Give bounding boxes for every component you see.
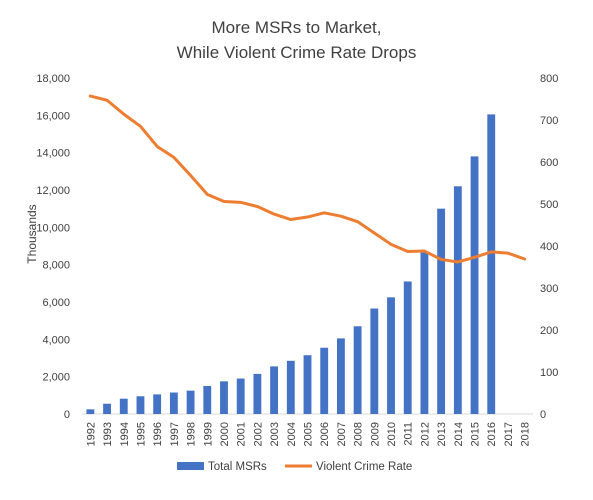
bar: [453, 186, 462, 414]
y-tick-label: 12,000: [36, 185, 70, 197]
y-axis-label: Thousands: [25, 204, 39, 263]
x-tick-label: 1993: [102, 422, 114, 446]
x-tick-label: 1998: [186, 422, 198, 446]
x-tick-label: 2004: [286, 422, 298, 446]
bar: [420, 252, 429, 414]
x-tick-label: 2010: [386, 422, 398, 446]
legend: Total MSRs Violent Crime Rate: [177, 461, 412, 473]
y2-tick-label: 700: [540, 115, 558, 127]
x-tick-label: 2011: [403, 422, 415, 446]
bar: [203, 386, 212, 414]
y-tick-label: 16,000: [36, 110, 70, 122]
bar: [470, 156, 479, 414]
bar: [370, 308, 379, 414]
x-tick-label: 2012: [419, 422, 431, 446]
bar: [103, 403, 111, 414]
y2-tick-label: 0: [540, 409, 546, 421]
y2-tick-label: 500: [540, 199, 558, 211]
y2-tick-label: 200: [540, 325, 558, 337]
x-tick-label: 2017: [503, 422, 515, 446]
bar: [220, 381, 228, 414]
x-tick-label: 1999: [202, 422, 214, 446]
bar: [353, 326, 362, 414]
bar: [303, 355, 312, 414]
x-tick-label: 2013: [436, 422, 448, 446]
y-tick-label: 2,000: [42, 372, 70, 384]
bar: [86, 409, 95, 414]
x-tick-label: 1995: [135, 422, 147, 446]
x-tick-label: 1992: [85, 422, 97, 446]
bar: [387, 297, 395, 414]
x-tick-label: 2008: [353, 422, 365, 446]
chart-title-line-1: More MSRs to Market,: [211, 18, 381, 37]
x-tick-label: 2009: [369, 422, 381, 446]
bar: [487, 114, 496, 415]
bar: [153, 394, 162, 414]
legend-label-total-msrs: Total MSRs: [208, 461, 267, 473]
x-tick-label: 1997: [169, 422, 181, 446]
plot-area: 0 2,000 4,000 6,000 8,000 10,000 12,000 14,000 1…: [36, 73, 558, 446]
x-tick-label: 2003: [269, 422, 281, 446]
x-tick-label: 2000: [219, 422, 231, 446]
bar: [236, 378, 245, 414]
y-tick-label: 18,000: [36, 73, 70, 85]
x-tick-label: 2018: [520, 422, 532, 446]
y-tick-label: 10,000: [36, 222, 70, 234]
bar: [253, 373, 262, 414]
x-tick-label: 2001: [236, 422, 248, 446]
x-tick-label: 2007: [336, 422, 348, 446]
bar: [320, 347, 329, 414]
x-tick-label: 2015: [470, 422, 482, 446]
legend-swatch-total-msrs: [177, 462, 204, 470]
y-tick-label: 6,000: [42, 297, 70, 309]
x-tick-label: 2005: [303, 422, 315, 446]
y-tick-label: 14,000: [36, 148, 70, 160]
bar: [169, 392, 178, 414]
y2-tick-label: 400: [540, 241, 558, 253]
y-tick-label: 8,000: [42, 260, 70, 272]
y2-tick-label: 800: [540, 73, 558, 85]
x-tick-label: 2002: [252, 422, 264, 446]
x-tick-label: 1996: [152, 422, 164, 446]
y-tick-label: 4,000: [42, 334, 70, 346]
y2-tick-label: 100: [540, 367, 558, 379]
x-tick-label: 2006: [319, 422, 331, 446]
bar: [270, 366, 279, 414]
bar: [437, 208, 446, 414]
bar: [136, 396, 145, 414]
y2-tick-label: 300: [540, 283, 558, 295]
bar: [286, 360, 295, 414]
y-tick-label: 0: [64, 409, 70, 421]
series-line: [88, 94, 527, 264]
x-tick-label: 1994: [119, 422, 131, 446]
bar: [119, 398, 128, 414]
chart-title-line-2: While Violent Crime Rate Drops: [177, 43, 417, 62]
bar: [336, 338, 345, 414]
legend-label-violent-crime-rate: Violent Crime Rate: [316, 461, 412, 473]
x-tick-label: 2014: [453, 422, 465, 446]
y2-tick-label: 600: [540, 157, 558, 169]
bar: [186, 390, 195, 414]
x-tick-label: 2016: [486, 422, 498, 446]
bar: [403, 281, 412, 414]
